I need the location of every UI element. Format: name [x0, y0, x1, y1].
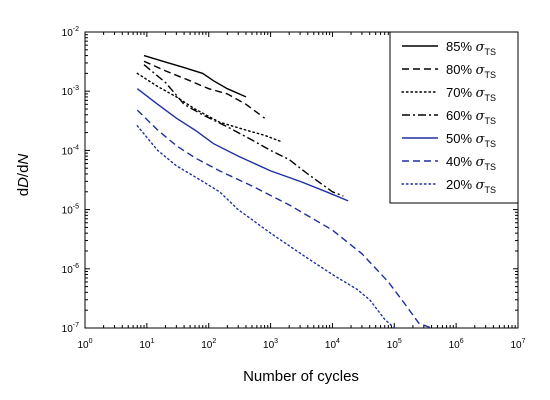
- legend-entry-label: 60% σTS: [446, 108, 496, 126]
- legend-entry-label: 50% σTS: [446, 131, 496, 149]
- y-tick-label: 10-4: [62, 144, 79, 157]
- y-tick-label: 10-3: [62, 85, 79, 98]
- x-tick-label: 106: [449, 338, 464, 351]
- legend-entry-label: 85% σTS: [446, 39, 496, 57]
- x-tick-label: 102: [201, 338, 216, 351]
- y-axis-title: dD/dN: [15, 154, 32, 197]
- series-line-80pct: [143, 60, 266, 119]
- legend-entry-label: 70% σTS: [446, 85, 496, 103]
- series-line-40pct: [136, 109, 432, 328]
- y-tick-label: 10-5: [62, 204, 79, 217]
- series-line-60pct: [143, 64, 344, 197]
- x-axis-title: Number of cycles: [243, 368, 359, 385]
- y-tick-label: 10-7: [62, 322, 79, 335]
- series-line-70pct: [136, 72, 283, 143]
- series-line-20pct: [136, 125, 395, 328]
- x-tick-label: 104: [325, 338, 340, 351]
- series-lines: [136, 54, 432, 328]
- legend-box: [389, 31, 519, 204]
- x-tick-label: 103: [263, 338, 278, 351]
- series-line-85pct: [143, 54, 247, 98]
- legend-entry-label: 20% σTS: [446, 177, 496, 195]
- y-tick-label: 10-6: [62, 263, 79, 276]
- series-line-50pct: [136, 88, 349, 202]
- tick-labels: 100 101 102 103 104 105 106 107 10-7 10-6 10-5 10-4…: [62, 26, 526, 351]
- x-tick-label: 100: [77, 338, 92, 351]
- legend: 85% σTS 80% σTS 70% σTS 60% σTS 50% σTS 40% σ…: [389, 31, 519, 204]
- y-tick-label: 10-2: [62, 26, 79, 39]
- x-tick-label: 101: [139, 338, 154, 351]
- x-tick-label: 105: [387, 338, 402, 351]
- x-tick-label: 107: [510, 338, 525, 351]
- legend-entry-label: 80% σTS: [446, 62, 496, 80]
- legend-entry-label: 40% σTS: [446, 154, 496, 172]
